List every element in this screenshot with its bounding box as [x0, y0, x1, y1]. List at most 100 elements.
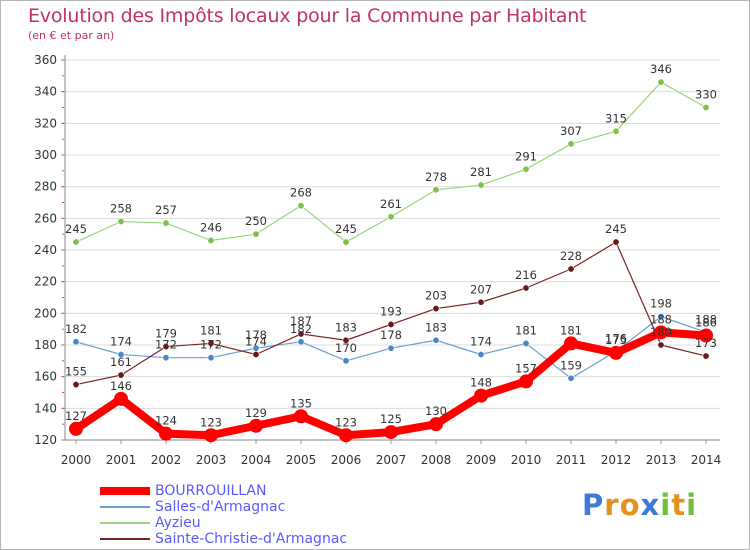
- data-point-0: [204, 428, 218, 443]
- data-label: 261: [380, 197, 402, 211]
- data-label: 157: [515, 361, 537, 375]
- logo-letter: x: [640, 488, 661, 522]
- data-label: 124: [155, 414, 177, 428]
- data-label: 178: [380, 328, 402, 342]
- data-point-1: [387, 344, 395, 352]
- legend-label: Salles-d'Armagnac: [155, 499, 286, 515]
- x-tick-label: 2009: [466, 453, 497, 467]
- y-tick-label: 200: [34, 306, 57, 320]
- data-point-1: [432, 336, 440, 344]
- legend-label: BOURROUILLAN: [155, 483, 267, 499]
- logo-letter: r: [604, 488, 620, 522]
- data-point-0: [69, 421, 83, 436]
- data-label: 148: [470, 376, 492, 390]
- logo-letter: i: [686, 488, 698, 522]
- data-label: 135: [290, 396, 312, 410]
- x-tick-label: 2001: [106, 453, 137, 467]
- data-label: 130: [425, 404, 447, 418]
- y-tick-label: 280: [34, 180, 57, 194]
- logo-letter: t: [671, 488, 687, 522]
- x-tick-label: 2010: [511, 453, 542, 467]
- data-label: 307: [560, 124, 582, 138]
- data-point-1: [162, 354, 170, 362]
- data-point-2: [702, 104, 710, 112]
- data-label: 183: [335, 320, 357, 334]
- data-point-1: [72, 338, 80, 346]
- data-point-0: [339, 428, 353, 443]
- y-tick-label: 160: [34, 370, 57, 384]
- data-point-0: [609, 345, 623, 360]
- data-point-1: [477, 350, 485, 358]
- data-point-0: [699, 328, 713, 343]
- data-point-2: [432, 186, 440, 194]
- data-point-2: [522, 165, 530, 173]
- data-point-2: [567, 140, 575, 148]
- data-label: 188: [695, 312, 717, 326]
- y-tick-label: 140: [34, 401, 57, 415]
- data-label: 181: [515, 323, 537, 337]
- data-label: 346: [650, 62, 672, 76]
- data-point-1: [657, 312, 665, 320]
- y-tick-label: 340: [34, 85, 57, 99]
- legend-label: Sainte-Christie-d'Armagnac: [155, 531, 348, 547]
- x-tick-label: 2000: [61, 453, 92, 467]
- data-point-0: [249, 418, 263, 433]
- data-label: 155: [65, 365, 87, 379]
- data-label: 159: [560, 358, 582, 372]
- data-point-3: [387, 320, 395, 328]
- data-point-0: [114, 391, 128, 406]
- data-point-3: [297, 330, 305, 338]
- data-label: 188: [650, 312, 672, 326]
- data-label: 182: [65, 322, 87, 336]
- data-label: 207: [470, 282, 492, 296]
- data-point-3: [657, 341, 665, 349]
- data-point-3: [162, 343, 170, 351]
- data-label: 174: [110, 335, 132, 349]
- data-point-0: [564, 336, 578, 351]
- data-label: 193: [380, 304, 402, 318]
- data-point-3: [117, 371, 125, 379]
- data-label: 257: [155, 203, 177, 217]
- y-tick-label: 220: [34, 275, 57, 289]
- x-tick-label: 2012: [601, 453, 632, 467]
- chart-title: Evolution des Impôts locaux pour la Comm…: [28, 5, 587, 27]
- data-point-2: [162, 219, 170, 227]
- logo-letter: P: [582, 488, 605, 522]
- data-point-2: [72, 238, 80, 246]
- data-point-3: [612, 238, 620, 246]
- data-label: 125: [380, 412, 402, 426]
- data-label: 183: [425, 320, 447, 334]
- data-point-2: [252, 230, 260, 238]
- data-point-0: [519, 374, 533, 389]
- data-point-3: [567, 265, 575, 273]
- data-label: 291: [515, 149, 537, 163]
- data-label: 180: [650, 325, 672, 339]
- data-point-3: [702, 352, 710, 360]
- data-point-1: [567, 374, 575, 382]
- data-label: 172: [200, 338, 222, 352]
- data-point-2: [612, 127, 620, 135]
- x-tick-label: 2008: [421, 453, 452, 467]
- data-label: 228: [560, 249, 582, 263]
- data-label: 146: [110, 379, 132, 393]
- data-label: 216: [515, 268, 537, 282]
- data-label: 245: [605, 222, 627, 236]
- legend-swatch: [100, 487, 150, 495]
- y-tick-label: 320: [34, 116, 57, 130]
- y-tick-label: 260: [34, 211, 57, 225]
- data-label: 181: [200, 323, 222, 337]
- data-label: 179: [155, 327, 177, 341]
- x-tick-label: 2005: [286, 453, 317, 467]
- x-tick-label: 2013: [646, 453, 677, 467]
- data-point-2: [477, 181, 485, 189]
- data-point-3: [477, 298, 485, 306]
- x-tick-label: 2003: [196, 453, 227, 467]
- data-label: 174: [245, 335, 267, 349]
- x-tick-label: 2014: [691, 453, 722, 467]
- data-label: 174: [470, 335, 492, 349]
- data-point-1: [207, 354, 215, 362]
- x-tick-label: 2004: [241, 453, 272, 467]
- data-label: 198: [650, 297, 672, 311]
- data-point-2: [657, 78, 665, 86]
